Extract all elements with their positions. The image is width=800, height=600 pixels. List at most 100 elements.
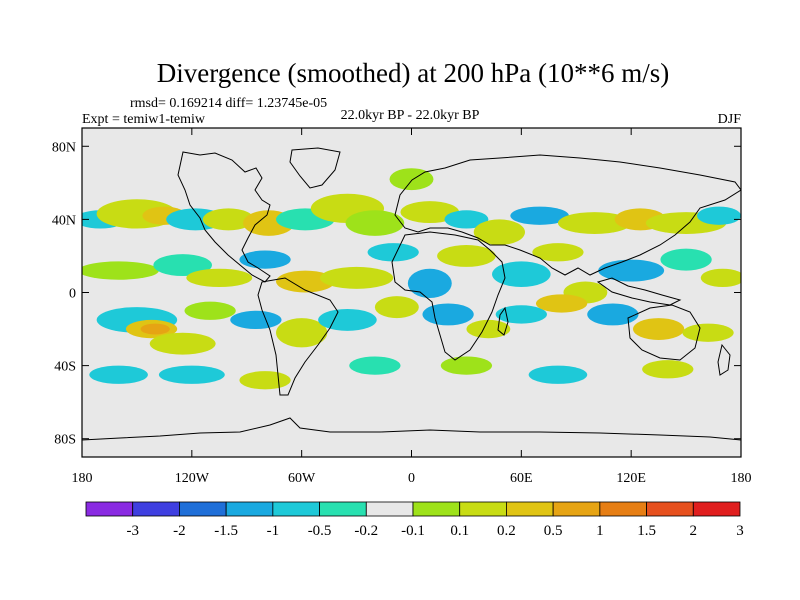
- contour-region-42: [422, 303, 474, 326]
- contour-region-30: [598, 259, 665, 282]
- experiment-label: Expt = temiw1-temiw: [82, 112, 206, 127]
- period-label: 22.0kyr BP - 22.0kyr BP: [341, 108, 480, 123]
- coast-eurasia: [394, 154, 741, 276]
- contour-region-55: [642, 360, 694, 379]
- contour-region-40: [318, 308, 377, 331]
- colorbar-swatch: [365, 501, 414, 517]
- colorbar-label: -0.1: [401, 523, 425, 539]
- coast-africa: [391, 231, 506, 361]
- y-tick-label: 40N: [52, 213, 76, 228]
- contour-region-13: [510, 206, 569, 225]
- contour-region-28: [532, 243, 584, 262]
- contour-region-53: [440, 356, 493, 375]
- colorbar-swatch: [179, 501, 227, 517]
- contour-region-25: [407, 268, 452, 298]
- contour-region-23: [319, 266, 394, 289]
- contour-region-39: [276, 318, 328, 348]
- colorbar-swatch: [225, 501, 274, 517]
- contour-region-37: [184, 301, 236, 320]
- coast-south-america: [257, 277, 339, 396]
- colorbar-swatch: [319, 501, 367, 517]
- coast-maritime: [596, 277, 682, 306]
- colorbar-swatch: [692, 501, 741, 517]
- coast-madagascar: [497, 306, 509, 336]
- colorbar-swatch: [552, 501, 601, 517]
- colorbar-label: 0.2: [497, 523, 516, 539]
- colorbar-label: -1: [267, 523, 280, 539]
- colorbar-swatch: [272, 501, 320, 517]
- y-tick-label: 40S: [54, 360, 76, 375]
- contour-region-47: [632, 318, 685, 341]
- x-tick-label: 120W: [175, 471, 210, 486]
- colorbar-swatch: [459, 501, 507, 517]
- coast-north-america: [177, 151, 271, 283]
- x-tick-label: 0: [408, 471, 415, 486]
- contour-region-20: [186, 268, 253, 288]
- contour-fill-layer: [82, 168, 741, 390]
- coast-australia: [627, 304, 701, 361]
- stats-label: rmsd= 0.169214 diff= 1.23745e-05: [130, 96, 327, 111]
- contour-region-10: [400, 201, 460, 224]
- colorbar-swatch: [646, 501, 694, 517]
- axes: 80N 40N 0 40S 80S 180 120W 60W 0 60E 120E 180: [52, 128, 752, 486]
- contour-region-36: [149, 332, 216, 355]
- colorbar-label: -1.5: [214, 523, 238, 539]
- contour-region-11: [444, 210, 489, 229]
- contour-region-26: [437, 244, 496, 267]
- colorbar-label: -3: [126, 523, 139, 539]
- y-tick-label: 80S: [54, 433, 76, 448]
- contour-region-32: [700, 268, 741, 288]
- contour-region-27: [492, 261, 551, 288]
- y-tick-label: 0: [69, 287, 76, 302]
- contour-region-41: [374, 296, 419, 319]
- contour-region-19: [153, 254, 212, 277]
- contour-region-24: [367, 243, 419, 262]
- x-tick-label: 60E: [510, 471, 533, 486]
- colorbar-label: 1.5: [637, 523, 656, 539]
- colorbar: -3 -2 -1.5 -1 -0.5 -0.2 -0.1 0.1 0.2 0.5 1 1.5 2 3: [85, 501, 744, 539]
- contour-region-45: [535, 294, 588, 313]
- contour-region-18: [82, 261, 159, 280]
- contour-region-12: [473, 219, 525, 245]
- contour-region-49: [89, 365, 148, 384]
- colorbar-label: -2: [173, 523, 186, 539]
- contour-region-46: [587, 303, 639, 326]
- contour-region-4: [202, 208, 255, 231]
- contour-region-14: [557, 212, 632, 235]
- contour-region-51: [239, 371, 291, 390]
- colorbar-swatch: [599, 501, 647, 517]
- colorbar-label: 0.5: [544, 523, 563, 539]
- contour-region-44: [495, 305, 547, 324]
- contour-region-43: [466, 319, 511, 339]
- colorbar-label: -0.5: [308, 523, 332, 539]
- x-tick-label: 180: [72, 471, 93, 486]
- chart-title: Divergence (smoothed) at 200 hPa (10**6 …: [157, 58, 669, 88]
- contour-region-8: [345, 210, 405, 236]
- coast-new-zealand: [717, 343, 731, 376]
- colorbar-label: 2: [690, 523, 698, 539]
- x-tick-label: 180: [731, 471, 752, 486]
- y-tick-label: 80N: [52, 140, 76, 155]
- colorbar-swatch: [132, 501, 180, 517]
- colorbar-swatch: [85, 501, 134, 517]
- x-tick-label: 60W: [288, 471, 316, 486]
- contour-region-50: [158, 365, 225, 384]
- coast-greenland: [289, 147, 341, 189]
- colorbar-swatch: [412, 501, 461, 517]
- contour-region-22: [276, 270, 335, 293]
- coast-antarctica: [82, 417, 741, 441]
- colorbar-label: 1: [596, 523, 604, 539]
- colorbar-label: -0.2: [354, 523, 378, 539]
- coastlines: [82, 147, 741, 441]
- contour-region-52: [349, 356, 401, 375]
- colorbar-label: 3: [736, 523, 744, 539]
- contour-region-35: [140, 323, 170, 335]
- contour-region-17: [697, 206, 741, 225]
- x-tick-label: 120E: [616, 471, 646, 486]
- season-label: DJF: [718, 112, 742, 127]
- colorbar-swatch: [506, 501, 554, 517]
- colorbar-label: 0.1: [450, 523, 469, 539]
- contour-region-31: [660, 248, 712, 271]
- contour-region-38: [230, 310, 282, 330]
